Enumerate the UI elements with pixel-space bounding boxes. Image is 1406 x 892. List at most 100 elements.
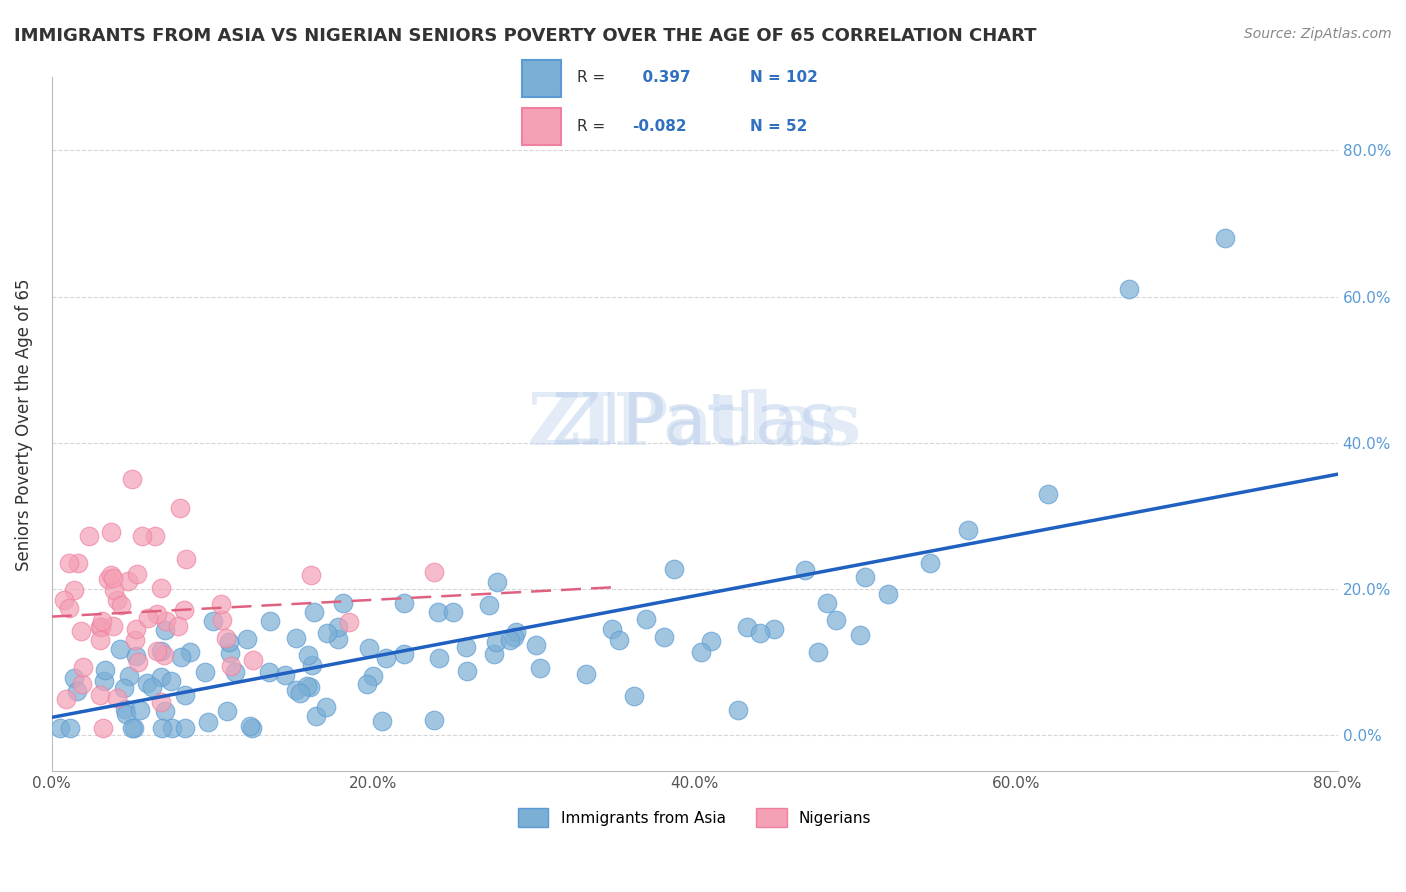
- Point: [301, 657, 323, 672]
- Point: [215, 631, 238, 645]
- Point: [173, 603, 195, 617]
- Point: [63, 671, 86, 685]
- Point: [689, 645, 711, 659]
- Point: [304, 709, 326, 723]
- Point: [423, 565, 446, 579]
- Point: [136, 675, 159, 690]
- Point: [662, 562, 685, 576]
- Point: [825, 613, 848, 627]
- Point: [219, 658, 242, 673]
- Point: [423, 713, 446, 727]
- Point: [146, 644, 169, 658]
- Point: [257, 665, 280, 680]
- Point: [1038, 487, 1060, 501]
- Point: [55, 691, 77, 706]
- Point: [499, 633, 522, 648]
- FancyBboxPatch shape: [522, 60, 561, 97]
- Point: [194, 665, 217, 679]
- Point: [70, 624, 93, 638]
- Point: [274, 668, 297, 682]
- Point: [129, 703, 152, 717]
- Point: [115, 707, 138, 722]
- Text: R =: R =: [576, 70, 605, 86]
- Point: [90, 620, 112, 634]
- Point: [170, 650, 193, 665]
- Point: [209, 597, 232, 611]
- Point: [110, 642, 132, 657]
- Point: [217, 704, 239, 718]
- Point: [93, 674, 115, 689]
- Point: [128, 655, 150, 669]
- Point: [297, 679, 319, 693]
- Point: [235, 632, 257, 647]
- Point: [89, 620, 111, 634]
- Point: [59, 721, 82, 735]
- Point: [374, 651, 396, 665]
- Point: [149, 670, 172, 684]
- Point: [173, 688, 195, 702]
- Text: ZIPatlas: ZIPatlas: [553, 390, 838, 458]
- Point: [849, 628, 872, 642]
- Point: [315, 699, 337, 714]
- Point: [602, 622, 624, 636]
- Point: [124, 633, 146, 648]
- Point: [201, 614, 224, 628]
- Point: [100, 524, 122, 539]
- Point: [441, 605, 464, 619]
- Point: [634, 612, 657, 626]
- Point: [52, 592, 75, 607]
- Point: [89, 633, 111, 648]
- Point: [956, 524, 979, 538]
- Point: [503, 630, 526, 644]
- Point: [456, 640, 478, 654]
- Point: [370, 714, 392, 728]
- Point: [169, 501, 191, 516]
- Point: [58, 557, 80, 571]
- Point: [94, 663, 117, 677]
- Text: IMMIGRANTS FROM ASIA VS NIGERIAN SENIORS POVERTY OVER THE AGE OF 65 CORRELATION : IMMIGRANTS FROM ASIA VS NIGERIAN SENIORS…: [14, 27, 1036, 45]
- Point: [155, 614, 177, 628]
- Point: [48, 721, 70, 735]
- Point: [110, 598, 132, 612]
- Point: [359, 641, 381, 656]
- Point: [315, 626, 337, 640]
- Point: [211, 613, 233, 627]
- Text: Source: ZipAtlas.com: Source: ZipAtlas.com: [1244, 27, 1392, 41]
- Point: [70, 676, 93, 690]
- Point: [328, 632, 350, 646]
- Point: [337, 615, 360, 630]
- Point: [153, 648, 176, 663]
- Point: [529, 661, 551, 675]
- Point: [150, 696, 173, 710]
- Point: [486, 575, 509, 590]
- Point: [877, 587, 900, 601]
- Point: [179, 644, 201, 658]
- Text: R =: R =: [576, 119, 605, 134]
- Point: [149, 644, 172, 658]
- Point: [117, 574, 139, 589]
- Point: [652, 630, 675, 644]
- Point: [105, 593, 128, 607]
- Point: [524, 638, 547, 652]
- Point: [58, 601, 80, 615]
- Point: [66, 683, 89, 698]
- Point: [356, 677, 378, 691]
- Point: [167, 619, 190, 633]
- Point: [478, 598, 501, 612]
- Point: [607, 633, 630, 648]
- Point: [920, 556, 942, 570]
- Point: [89, 688, 111, 702]
- Point: [815, 596, 838, 610]
- Point: [121, 472, 143, 486]
- Point: [700, 634, 723, 648]
- Text: -0.082: -0.082: [633, 119, 686, 134]
- Point: [218, 635, 240, 649]
- Point: [1118, 282, 1140, 296]
- Point: [197, 715, 219, 730]
- Text: 0.397: 0.397: [633, 70, 690, 86]
- Point: [174, 551, 197, 566]
- Point: [298, 680, 321, 694]
- Point: [259, 614, 281, 628]
- Point: [146, 607, 169, 622]
- Point: [77, 528, 100, 542]
